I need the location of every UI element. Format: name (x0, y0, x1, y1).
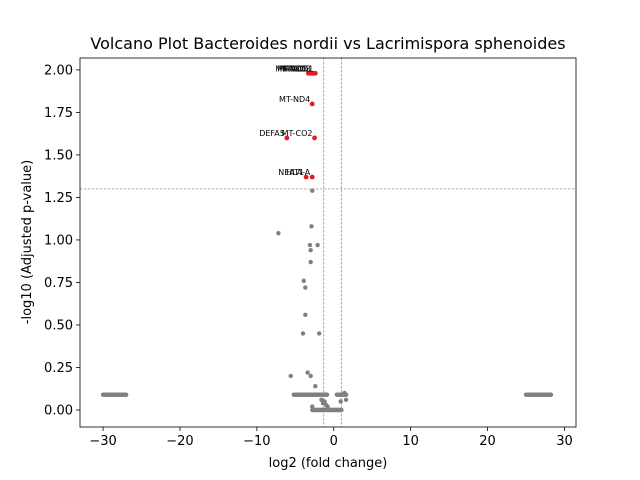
data-point (303, 285, 308, 290)
data-point (316, 331, 322, 336)
gene-label: MT-CO2 (282, 129, 313, 138)
y-tick-label: 0.75 (44, 276, 73, 291)
data-point (343, 397, 349, 402)
x-tick-label: 0 (330, 434, 338, 449)
data-point (548, 392, 554, 397)
data-point (338, 407, 344, 413)
threshold-lines (80, 58, 576, 427)
gene-label: MT-ND5 (275, 64, 306, 73)
y-axis-ticks: 0.00 0.25 0.50 0.75 1.00 1.25 1.50 1.75 2.00 (44, 63, 80, 418)
significant-point (312, 70, 318, 76)
data-point (315, 242, 320, 248)
data-point (307, 242, 313, 248)
axes-frame (79, 57, 577, 428)
significant-point (303, 174, 309, 180)
x-tick-label: 20 (479, 434, 496, 449)
data-point (309, 224, 314, 229)
y-tick-label: 0.50 (44, 318, 73, 333)
data-point (308, 259, 313, 265)
x-tick-label: 30 (556, 434, 573, 449)
chart-title: Volcano Plot Bacteroides nordii vs Lacri… (90, 34, 565, 53)
data-point (305, 370, 310, 375)
gene-label: MT-CO1 (282, 64, 313, 73)
data-point (303, 312, 308, 317)
significant-point (312, 135, 317, 141)
gene-label: MT-ND3 (280, 64, 311, 73)
gene-label: MT-ND4 (279, 95, 310, 104)
y-tick-label: 0.25 (44, 361, 73, 376)
y-tick-label: 1.50 (44, 148, 73, 163)
y-tick-label: 1.00 (44, 233, 73, 248)
x-axis-ticks: −30 −20 −10 0 10 20 30 (89, 427, 573, 449)
significant-point (309, 174, 315, 180)
data-point (325, 404, 330, 409)
y-tick-label: 1.25 (44, 191, 73, 206)
significant-point (309, 101, 315, 107)
data-point (123, 392, 129, 397)
data-points (100, 70, 554, 413)
gene-label: HLA-A (286, 168, 311, 177)
data-point (338, 399, 343, 404)
data-point (343, 392, 349, 397)
data-point (310, 188, 315, 193)
data-point (310, 404, 315, 409)
gene-label: MT-ND6 (278, 64, 309, 73)
x-tick-label: 10 (402, 434, 419, 449)
y-tick-label: 0.00 (44, 403, 73, 418)
x-axis-label: log2 (fold change) (269, 456, 388, 471)
y-axis-label: -log10 (Adjusted p-value) (20, 160, 35, 324)
gene-label: DEFA5 (259, 129, 285, 138)
data-point (276, 230, 281, 236)
data-point (324, 392, 330, 397)
x-tick-label: −20 (166, 434, 193, 449)
y-tick-label: 2.00 (44, 63, 73, 78)
gene-label: NEAT1 (278, 168, 304, 177)
data-point (300, 331, 306, 336)
data-point (320, 400, 326, 406)
data-point (308, 373, 313, 379)
data-point (301, 278, 306, 283)
y-tick-label: 1.75 (44, 106, 73, 121)
x-tick-label: −10 (243, 434, 270, 449)
data-point (288, 373, 293, 379)
x-tick-label: −30 (89, 434, 116, 449)
data-point (308, 247, 313, 253)
data-point (313, 383, 318, 389)
significant-point (284, 135, 290, 141)
